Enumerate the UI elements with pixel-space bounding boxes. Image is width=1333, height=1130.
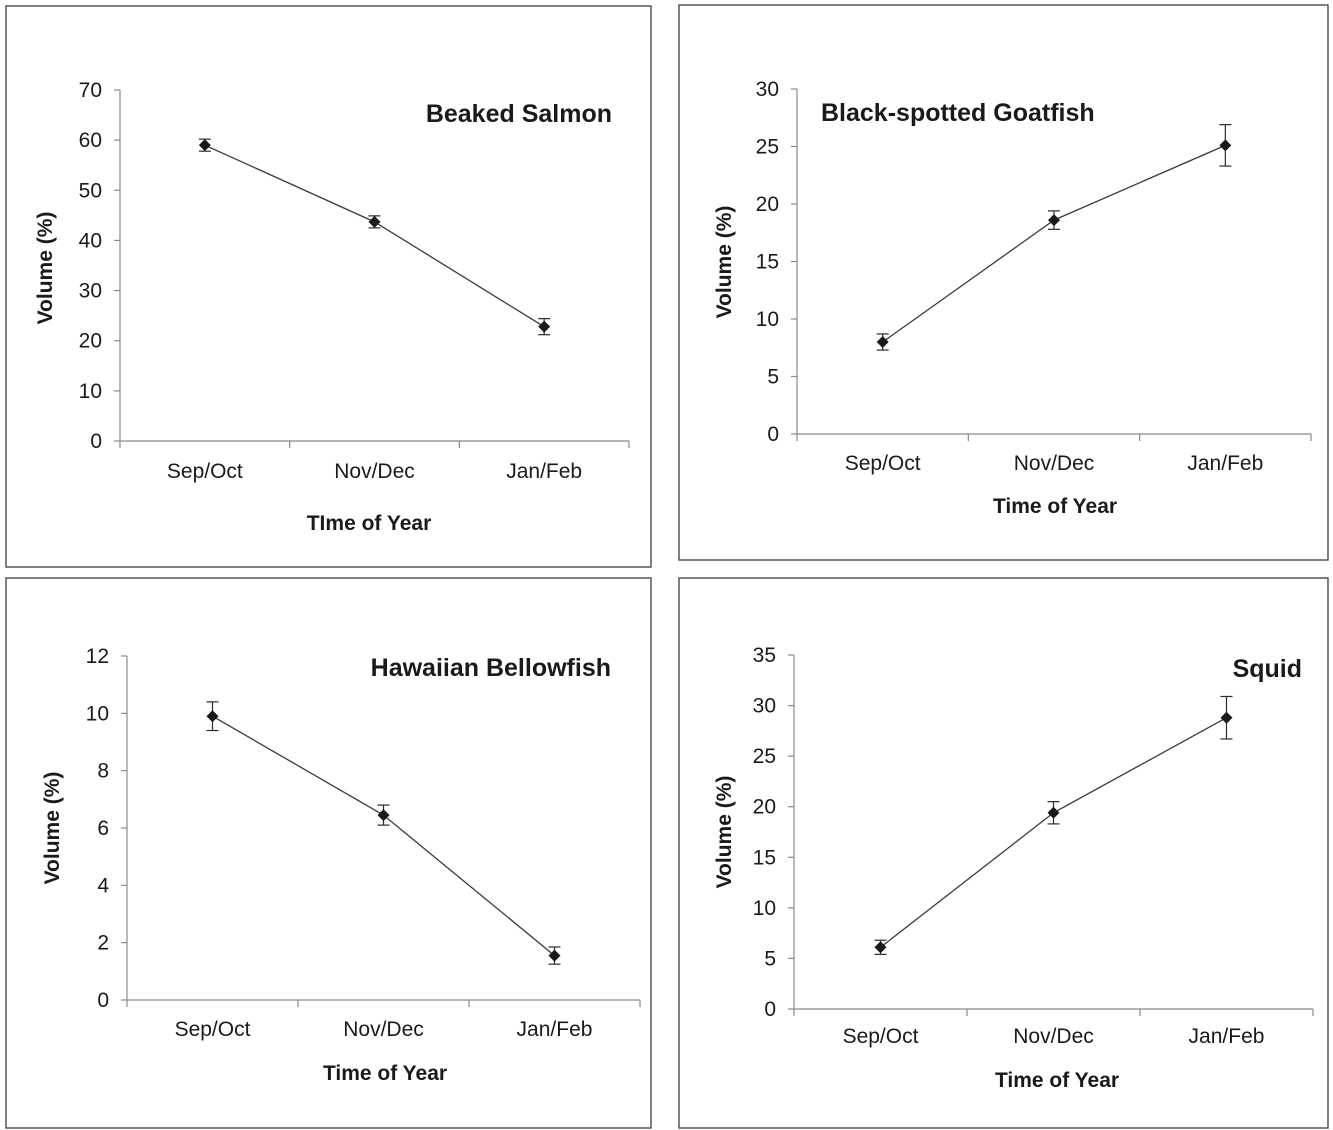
y-axis-title: Volume (%) (34, 212, 57, 325)
x-axis-title: Time of Year (323, 1062, 447, 1085)
x-tick-label: Jan/Feb (517, 1018, 593, 1041)
y-tick-label: 5 (767, 366, 779, 389)
data-point-marker (377, 809, 390, 822)
data-point-marker (368, 215, 381, 228)
chart-title: Beaked Salmon (426, 100, 612, 128)
y-tick-label: 20 (756, 193, 779, 216)
y-tick-label: 30 (753, 695, 776, 718)
data-point-marker (548, 949, 561, 962)
y-tick-label: 35 (753, 644, 776, 667)
y-tick-label: 10 (753, 897, 776, 920)
y-tick-label: 15 (753, 846, 776, 869)
y-tick-label: 0 (97, 989, 109, 1012)
y-tick-label: 12 (86, 645, 109, 668)
data-point-marker (206, 710, 219, 723)
data-point-marker (1048, 214, 1060, 227)
y-tick-label: 60 (79, 129, 102, 152)
y-tick-label: 8 (97, 760, 109, 783)
y-tick-label: 30 (79, 280, 102, 303)
x-tick-label: Sep/Oct (843, 1025, 919, 1048)
panel-frame (5, 5, 652, 568)
data-point-marker (1219, 139, 1232, 152)
data-point-marker (1047, 806, 1060, 819)
y-tick-label: 6 (97, 817, 109, 840)
y-tick-label: 25 (753, 745, 776, 768)
y-axis-title: Volume (%) (713, 776, 736, 889)
x-tick-label: Nov/Dec (1014, 452, 1095, 475)
x-tick-label: Jan/Feb (1187, 452, 1263, 475)
panel-frame (5, 577, 652, 1129)
x-tick-label: Jan/Feb (506, 460, 582, 483)
chart-title: Hawaiian Bellowfish (371, 654, 611, 682)
data-point-marker (198, 139, 211, 152)
y-tick-label: 20 (79, 330, 102, 353)
y-tick-label: 0 (767, 423, 779, 446)
y-tick-label: 30 (756, 78, 779, 101)
x-tick-label: Sep/Oct (167, 460, 243, 483)
y-tick-label: 40 (79, 229, 102, 252)
chart-panel-4: 0 5 10 15 20 25 30 35 Sep/Oct Nov/Dec Jan/Feb Time … (678, 577, 1329, 1129)
panel-frame (678, 577, 1329, 1129)
x-tick-label: Nov/Dec (1013, 1025, 1094, 1048)
chart-panel-2: 0 5 10 15 20 25 30 Sep/Oct Nov/Dec Jan/Feb Time of… (678, 4, 1329, 561)
data-point-marker (874, 941, 887, 954)
y-tick-label: 0 (764, 998, 776, 1021)
y-tick-label: 50 (79, 179, 102, 202)
x-tick-label: Sep/Oct (175, 1018, 251, 1041)
data-point-marker (1220, 711, 1233, 724)
x-axis-title: Time of Year (993, 495, 1117, 518)
y-tick-label: 5 (764, 947, 776, 970)
x-axis-title: TIme of Year (307, 512, 432, 535)
y-tick-label: 2 (97, 932, 109, 955)
chart-panel-3: 0 2 4 6 8 10 12 Sep/Oct Nov/Dec Jan/Feb Time of Ye… (5, 577, 652, 1129)
chart-title: Black-spotted Goatfish (821, 99, 1095, 127)
data-point-marker (538, 320, 551, 333)
y-tick-label: 10 (79, 380, 102, 403)
x-tick-label: Jan/Feb (1189, 1025, 1265, 1048)
y-tick-label: 70 (79, 79, 102, 102)
y-tick-label: 10 (86, 702, 109, 725)
y-tick-label: 0 (90, 430, 102, 453)
chart-panel-1: 0 10 20 30 40 50 60 70 Sep/Oct Nov/Dec Jan/Feb TIme… (5, 5, 652, 568)
x-tick-label: Nov/Dec (343, 1018, 424, 1041)
y-tick-label: 25 (756, 136, 779, 159)
y-tick-label: 15 (756, 251, 779, 274)
x-axis-title: Time of Year (995, 1069, 1119, 1092)
x-tick-label: Nov/Dec (334, 460, 415, 483)
y-tick-label: 4 (97, 874, 109, 897)
chart-title: Squid (1233, 655, 1302, 683)
panel-frame (678, 4, 1329, 561)
data-point-marker (876, 336, 889, 348)
y-tick-label: 20 (753, 796, 776, 819)
y-tick-label: 10 (756, 308, 779, 331)
y-axis-title: Volume (%) (713, 206, 736, 319)
y-axis-title: Volume (%) (41, 772, 64, 885)
x-tick-label: Sep/Oct (845, 452, 921, 475)
